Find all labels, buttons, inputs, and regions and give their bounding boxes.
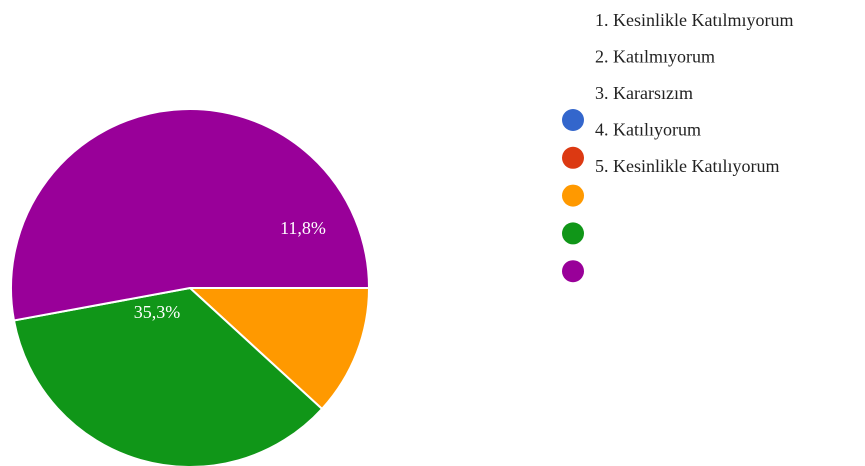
pie-slice (12, 286, 324, 466)
legend-dot (562, 184, 584, 207)
legend-dot (562, 260, 584, 283)
value-label: 11,8% (280, 218, 326, 238)
legend-dot (562, 222, 584, 245)
legend-label: 4. Katılıyorum (595, 120, 701, 140)
pie-slice (10, 108, 371, 322)
legend-dot (562, 146, 584, 169)
legend-label: 3. Kararsızım (595, 83, 693, 103)
legend-label: 2. Katılmıyorum (595, 47, 715, 67)
legend-label: 5. Kesinlikle Katılıyorum (595, 156, 779, 176)
legend-dot (562, 109, 584, 131)
legend-label: 1. Kesinlikle Katılmıyorum (595, 10, 793, 30)
pie-slice (187, 287, 371, 411)
value-label: 35,3% (134, 302, 181, 322)
